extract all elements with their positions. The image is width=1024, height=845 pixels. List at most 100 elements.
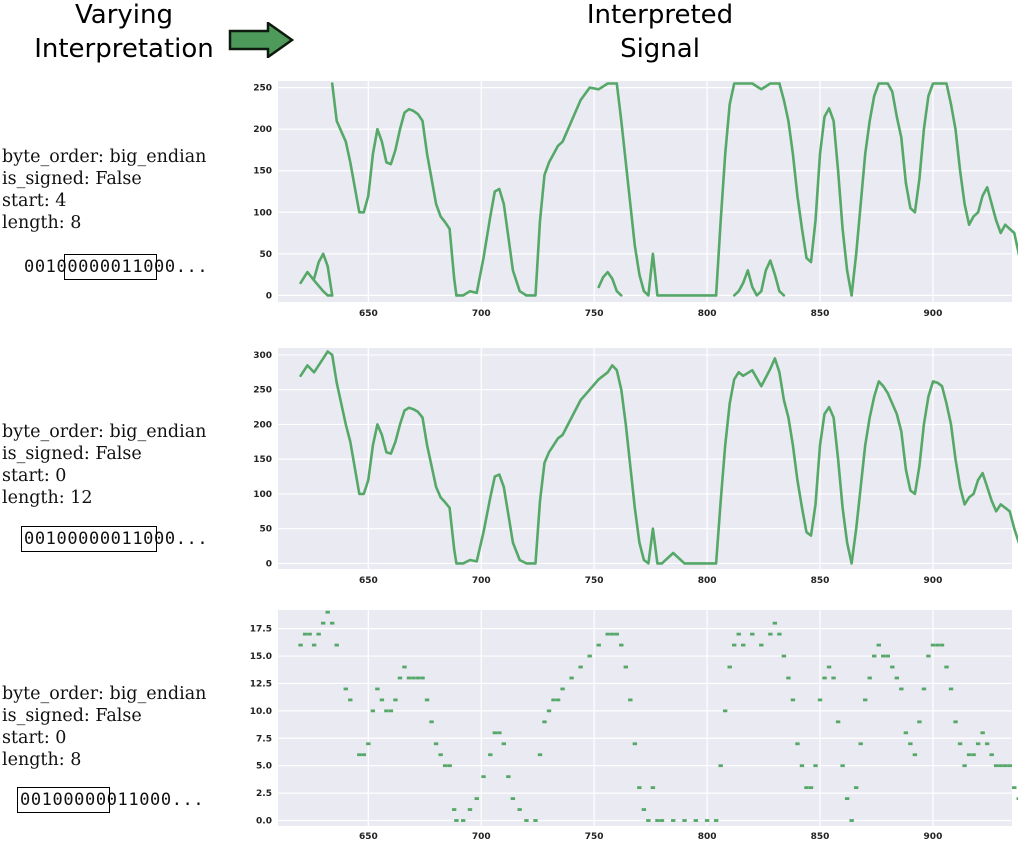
config-line: length: 8 <box>2 213 82 233</box>
y-tick-label: 200 <box>253 420 272 430</box>
signal-line-segment <box>299 270 334 297</box>
data-point <box>524 819 529 822</box>
y-tick-label: 300 <box>253 351 272 361</box>
data-point <box>768 632 773 636</box>
signal-line-segment <box>732 259 786 297</box>
data-point <box>659 819 665 822</box>
data-point <box>935 643 940 647</box>
data-point <box>835 720 841 724</box>
data-point <box>632 742 638 746</box>
data-point <box>808 786 814 790</box>
data-point <box>890 665 895 669</box>
data-point <box>1007 764 1012 768</box>
data-point <box>650 786 656 790</box>
data-point <box>330 621 335 625</box>
data-point <box>894 676 900 680</box>
data-point <box>393 698 398 702</box>
data-point <box>311 643 317 647</box>
config-block-2: byte_order: big_endian is_signed: False st… <box>2 421 206 509</box>
signal-line-segment <box>455 187 528 297</box>
data-point <box>533 819 538 822</box>
config-line: byte_order: big_endian <box>2 147 207 167</box>
data-point <box>903 731 909 735</box>
y-tick-label: 10.0 <box>250 707 272 717</box>
data-point <box>334 643 339 647</box>
data-point <box>555 698 561 702</box>
data-point <box>438 753 443 757</box>
data-point <box>736 632 741 636</box>
data-point <box>912 753 918 757</box>
data-point <box>975 742 981 746</box>
data-point <box>948 687 954 691</box>
data-point <box>867 676 872 680</box>
data-point <box>481 775 486 779</box>
data-point <box>863 698 868 702</box>
bits-boxed: 00100000 <box>17 787 110 813</box>
x-tick-label: 900 <box>924 576 943 586</box>
data-point <box>560 687 565 691</box>
y-tick-label: 250 <box>253 84 272 94</box>
data-point <box>957 742 963 746</box>
data-point <box>826 665 832 669</box>
x-tick-label: 800 <box>698 832 717 842</box>
header-right-line2: Signal <box>620 34 700 64</box>
data-point <box>619 643 624 647</box>
data-point <box>429 720 434 724</box>
data-point <box>510 797 516 800</box>
data-point <box>831 676 836 680</box>
x-tick-label: 750 <box>585 309 604 319</box>
bits-after: 00... <box>154 529 209 549</box>
bits-after: 011000... <box>106 790 205 810</box>
data-point <box>966 753 972 757</box>
y-tick-label: 150 <box>253 455 272 465</box>
data-point <box>646 819 651 822</box>
y-tick-label: 250 <box>253 386 272 396</box>
x-tick-label: 900 <box>924 832 943 842</box>
data-point <box>781 654 787 658</box>
data-point <box>998 764 1003 768</box>
plot-background <box>278 610 1012 826</box>
data-point <box>813 764 818 768</box>
y-tick-label: 0.0 <box>256 817 272 827</box>
signal-line-segment <box>778 82 853 297</box>
y-tick-label: 12.5 <box>250 679 272 689</box>
data-point <box>298 643 303 647</box>
plot-background <box>278 348 1012 569</box>
bit-string-3: 00100000011000... <box>17 787 205 813</box>
right-arrow-icon <box>228 22 294 58</box>
data-point <box>876 643 881 647</box>
data-point <box>397 676 403 680</box>
data-point <box>467 808 473 811</box>
data-point <box>451 808 457 811</box>
x-tick-label: 800 <box>698 309 717 319</box>
data-point <box>307 632 312 636</box>
data-point <box>858 742 863 746</box>
data-point <box>637 786 642 790</box>
data-point <box>722 709 728 713</box>
data-point <box>596 643 601 647</box>
config-line: start: 0 <box>2 466 67 486</box>
data-point <box>1016 797 1018 800</box>
data-point <box>447 764 452 768</box>
data-point <box>357 753 362 757</box>
bits-after: 00... <box>154 257 209 277</box>
data-point <box>655 819 660 822</box>
data-point <box>411 676 416 680</box>
data-point <box>693 819 699 822</box>
signal-line-segment <box>299 350 1018 565</box>
data-point <box>587 654 592 658</box>
data-point <box>732 643 737 647</box>
x-tick-label: 650 <box>359 576 378 586</box>
data-point <box>822 676 827 680</box>
data-point <box>320 621 326 625</box>
x-tick-label: 650 <box>359 309 378 319</box>
header-right-line1: Interpreted <box>586 0 734 30</box>
data-point <box>930 643 936 647</box>
config-block-3: byte_order: big_endian is_signed: False st… <box>2 683 206 771</box>
data-point <box>542 720 547 724</box>
data-point <box>402 665 407 669</box>
data-point <box>741 643 746 647</box>
signal-line-segment <box>940 82 1018 256</box>
data-point <box>704 819 710 822</box>
data-point <box>614 632 619 636</box>
